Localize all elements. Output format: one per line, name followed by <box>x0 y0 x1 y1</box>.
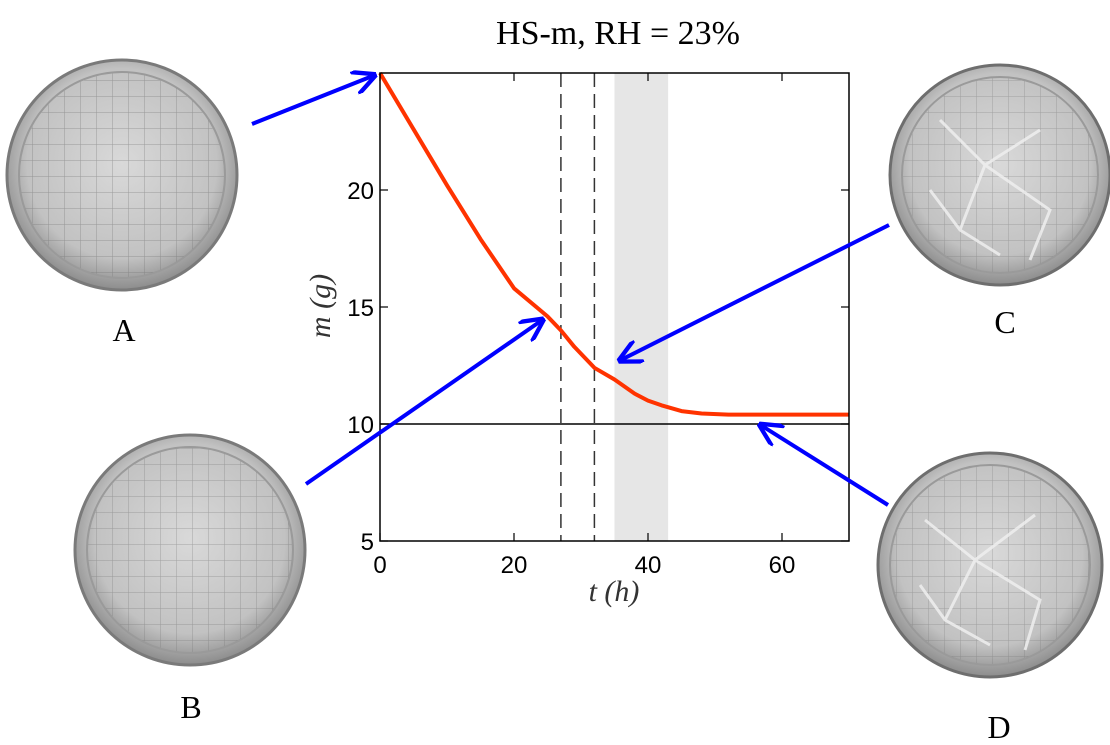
x-tick-label: 0 <box>373 552 386 579</box>
x-tick-label: 60 <box>769 552 796 579</box>
y-tick-label: 20 <box>347 178 374 205</box>
series-line-0 <box>378 71 849 417</box>
arrow-d <box>760 425 890 507</box>
photo-b <box>73 433 307 667</box>
photo-label-c: C <box>994 304 1015 340</box>
y-axis-label: m (g) <box>304 274 337 338</box>
y-tick-label: 10 <box>347 412 374 439</box>
x-axis-label: t (h) <box>589 575 640 608</box>
photo-label-b: B <box>180 689 201 725</box>
arrow-c <box>620 223 890 360</box>
chart-title: HS-m, RH = 23% <box>496 15 740 52</box>
y-tick-label: 5 <box>361 529 374 556</box>
photo-label-d: D <box>987 709 1010 745</box>
arrow-b <box>304 320 543 486</box>
plot-area: 0 20 40 60 5 10 15 20 <box>347 71 850 579</box>
y-tick-label: 15 <box>347 295 374 322</box>
photo-a <box>5 58 239 292</box>
x-tick-label: 20 <box>501 552 528 579</box>
photo-d <box>876 451 1104 679</box>
annotation-arrows <box>251 75 890 507</box>
shaded-region <box>614 73 669 541</box>
arrow-a <box>251 75 374 126</box>
photo-label-a: A <box>112 312 135 348</box>
x-tick-label: 40 <box>635 552 662 579</box>
photo-c <box>888 63 1110 287</box>
